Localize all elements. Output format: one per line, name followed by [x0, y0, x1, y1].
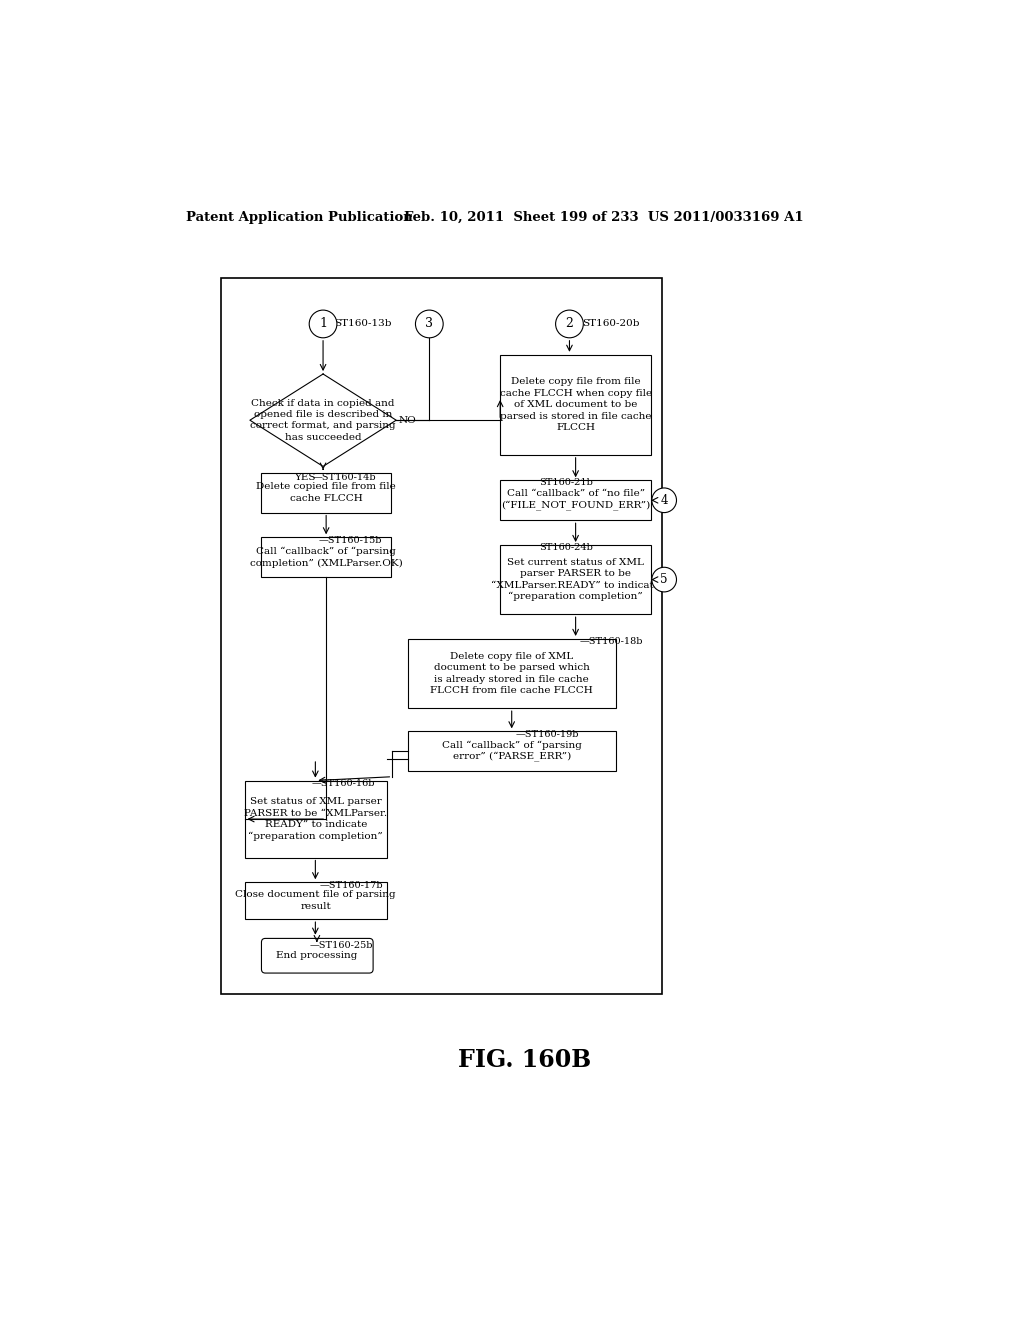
- Text: ST160-13b: ST160-13b: [335, 318, 392, 327]
- Text: Set status of XML parser
PARSER to be “XMLParser.
READY” to indicate
“preparatio: Set status of XML parser PARSER to be “X…: [244, 797, 387, 841]
- Text: Set current status of XML
parser PARSER to be
“XMLParser.READY” to indicate
“pre: Set current status of XML parser PARSER …: [492, 557, 660, 602]
- Text: ST160-21b: ST160-21b: [539, 478, 593, 487]
- Bar: [408, 639, 615, 708]
- Bar: [261, 473, 391, 512]
- Text: ST160-20b: ST160-20b: [582, 318, 639, 327]
- Text: —ST160-17b: —ST160-17b: [319, 880, 383, 890]
- Circle shape: [652, 568, 677, 591]
- Bar: [500, 480, 651, 520]
- Bar: [408, 731, 615, 771]
- Text: —ST160-18b: —ST160-18b: [580, 638, 643, 647]
- Text: Call “callback” of “parsing
error” (“PARSE_ERR”): Call “callback” of “parsing error” (“PAR…: [441, 741, 582, 762]
- Circle shape: [416, 310, 443, 338]
- Circle shape: [309, 310, 337, 338]
- Text: Close document file of parsing
result: Close document file of parsing result: [236, 891, 396, 911]
- Circle shape: [652, 488, 677, 512]
- FancyBboxPatch shape: [261, 939, 373, 973]
- Text: Delete copy file of XML
document to be parsed which
is already stored in file ca: Delete copy file of XML document to be p…: [430, 652, 593, 696]
- Text: —ST160-14b: —ST160-14b: [312, 473, 376, 482]
- Text: 5: 5: [660, 573, 668, 586]
- Text: —ST160-19b: —ST160-19b: [515, 730, 579, 739]
- Bar: [500, 545, 651, 614]
- Text: Feb. 10, 2011  Sheet 199 of 233  US 2011/0033169 A1: Feb. 10, 2011 Sheet 199 of 233 US 2011/0…: [403, 211, 804, 224]
- Bar: [261, 537, 391, 577]
- Text: 3: 3: [425, 317, 433, 330]
- Text: Call “callback” of “no file”
(“FILE_NOT_FOUND_ERR”): Call “callback” of “no file” (“FILE_NOT_…: [501, 490, 650, 511]
- Text: Delete copy file from file
cache FLCCH when copy file
of XML document to be
pars: Delete copy file from file cache FLCCH w…: [500, 378, 651, 432]
- Text: 4: 4: [660, 494, 668, 507]
- Bar: [245, 780, 387, 858]
- Text: —ST160-15b: —ST160-15b: [318, 536, 382, 545]
- Text: FIG. 160B: FIG. 160B: [458, 1048, 592, 1072]
- Text: Check if data in copied and
opened file is described in
correct format, and pars: Check if data in copied and opened file …: [250, 399, 396, 442]
- Text: Patent Application Publication: Patent Application Publication: [186, 211, 413, 224]
- Text: 1: 1: [319, 317, 327, 330]
- Text: Delete copied file from file
cache FLCCH: Delete copied file from file cache FLCCH: [256, 482, 396, 503]
- Text: —ST160-25b: —ST160-25b: [309, 941, 373, 949]
- Text: YES: YES: [295, 473, 316, 482]
- Text: ST160-24b: ST160-24b: [539, 543, 593, 552]
- Text: End processing: End processing: [276, 950, 357, 960]
- Bar: [500, 355, 651, 455]
- Bar: [245, 882, 387, 919]
- Text: 2: 2: [565, 317, 573, 330]
- Text: —ST160-16b: —ST160-16b: [311, 779, 375, 788]
- Bar: [221, 277, 662, 994]
- Circle shape: [556, 310, 584, 338]
- Text: NO: NO: [398, 416, 417, 425]
- Text: Call “callback” of “parsing
completion” (XMLParser.OK): Call “callback” of “parsing completion” …: [250, 546, 402, 568]
- Polygon shape: [250, 374, 396, 466]
